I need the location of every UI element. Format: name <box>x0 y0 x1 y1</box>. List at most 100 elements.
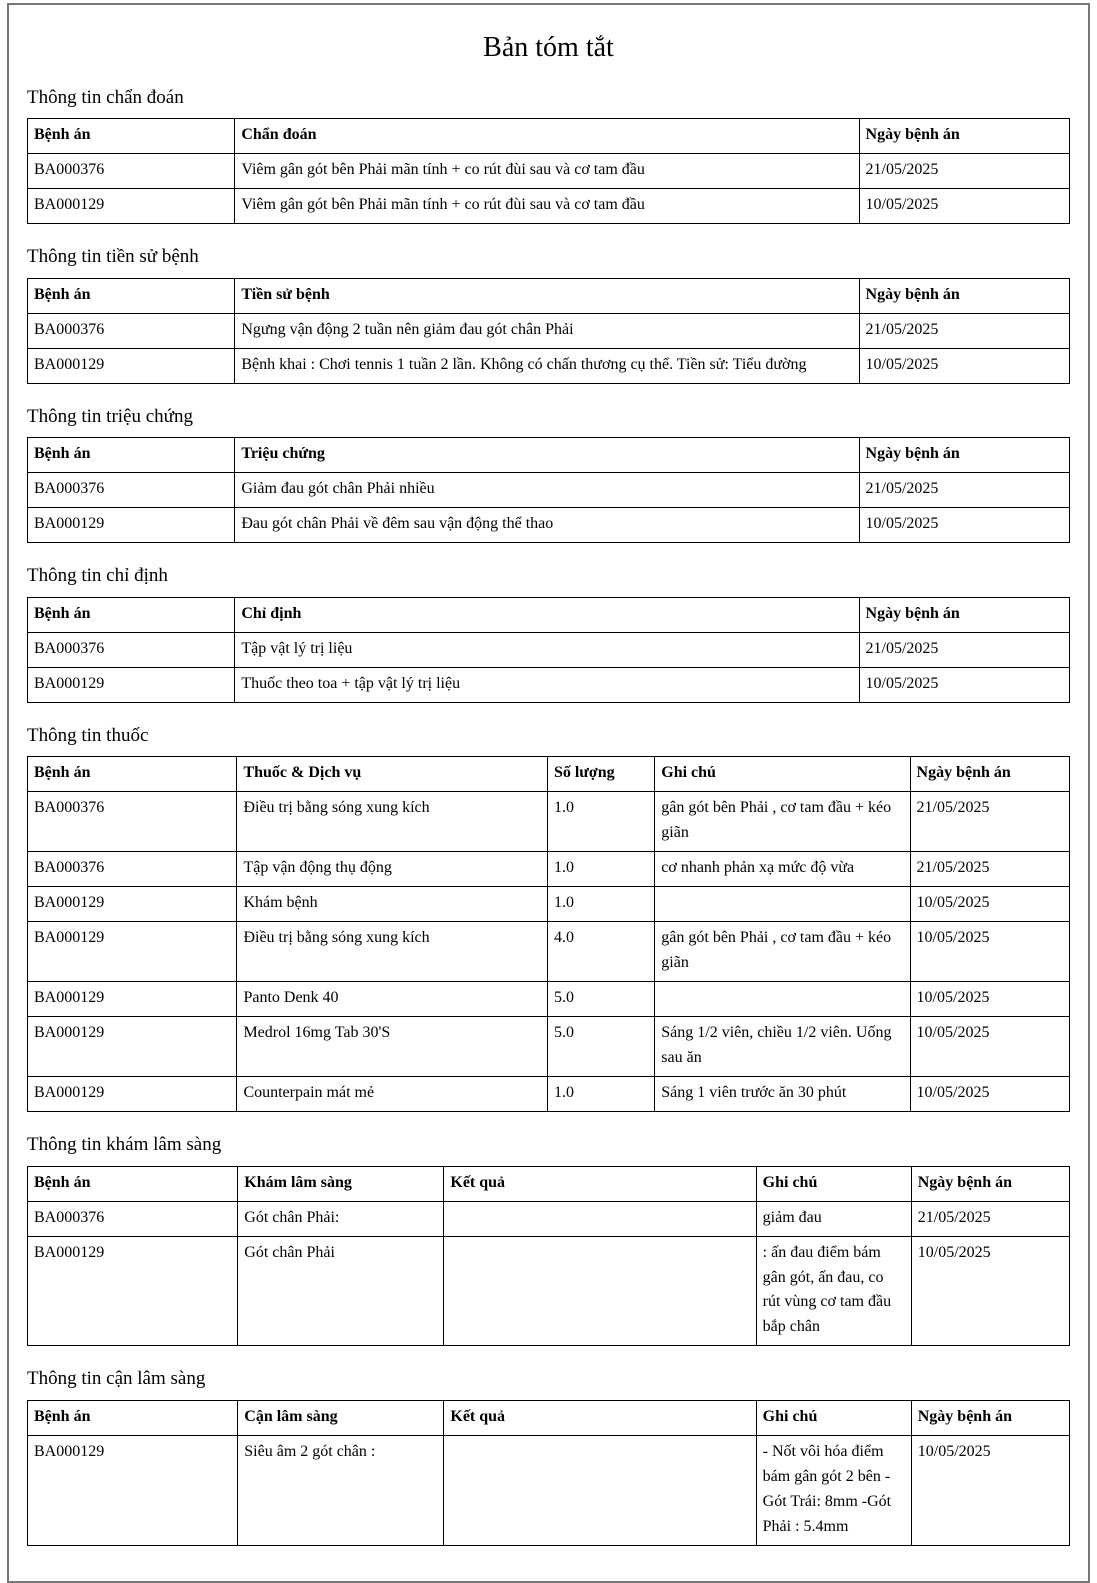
section-heading: Thông tin triệu chứng <box>27 405 193 427</box>
column-header: Chẩn đoán <box>234 118 860 155</box>
table-cell: BA000376 <box>26 851 238 888</box>
section-heading: Thông tin chỉ định <box>27 565 168 587</box>
table-cell: Thuốc theo toa + tập vật lý trị liệu <box>234 666 860 703</box>
table-cell: 10/05/2025 <box>909 886 1071 923</box>
table-cell: BA000129 <box>26 1235 239 1347</box>
column-header: Ghi chú <box>654 756 911 793</box>
table-cell: Khám bệnh <box>236 886 548 923</box>
header-row: Bệnh án Triệu chứng Ngày bệnh án <box>26 437 1071 474</box>
header-row: Bệnh án Khám lâm sàng Kết quả Ghi chú Ngày b… <box>26 1165 1071 1202</box>
table-cell: cơ nhanh phản xạ mức độ vừa <box>654 851 911 888</box>
summary-section: Thông tin triệu chứng Bệnh án Triệu chứng N… <box>26 405 1071 544</box>
table-cell: giảm đau <box>755 1200 912 1237</box>
column-header: Chỉ định <box>234 596 860 633</box>
header-row: Bệnh án Tiền sử bệnh Ngày bệnh án <box>26 277 1071 314</box>
table-cell: 5.0 <box>546 1016 656 1077</box>
table-row: BA000129 Thuốc theo toa + tập vật lý trị … <box>26 666 1071 703</box>
table-cell: Tập vận động thụ động <box>236 851 548 888</box>
table-cell: 1.0 <box>546 1076 656 1112</box>
summary-table: Bệnh án Tiền sử bệnh Ngày bệnh án BA000376 N… <box>26 277 1071 384</box>
table-cell: : ấn đau điểm bám gân gót, ấn đau, co rú… <box>755 1235 912 1347</box>
column-header: Ngày bệnh án <box>858 437 1071 474</box>
table-cell: BA000376 <box>26 153 236 190</box>
table-cell: Sáng 1/2 viên, chiều 1/2 viên. Uống sau … <box>654 1016 911 1077</box>
table-cell: 10/05/2025 <box>909 921 1071 983</box>
table-cell: 10/05/2025 <box>858 347 1071 384</box>
table-cell: gân gót bên Phải , cơ tam đầu + kéo giãn <box>654 921 911 983</box>
table-cell: Đau gót chân Phải về đêm sau vận động th… <box>234 507 860 544</box>
table-row: BA000129 Medrol 16mg Tab 30'S 5.0 Sáng 1/2 … <box>26 1016 1071 1077</box>
column-header: Ngày bệnh án <box>910 1400 1071 1436</box>
table-cell <box>654 886 911 923</box>
table-cell: Giảm đau gót chân Phải nhiều <box>234 472 860 509</box>
table-row: BA000376 Ngưng vận động 2 tuần nên giảm đ… <box>26 312 1071 349</box>
summary-section: Thông tin cận lâm sàng Bệnh án Cận lâm sàn… <box>26 1367 1071 1546</box>
page-title: Bản tóm tắt <box>483 32 614 63</box>
table-cell: 21/05/2025 <box>858 631 1071 668</box>
column-header: Ngày bệnh án <box>909 756 1071 793</box>
table-row: BA000129 Panto Denk 40 5.0 10/05/2025 <box>26 981 1071 1018</box>
table-cell: Sáng 1 viên trước ăn 30 phút <box>654 1076 911 1112</box>
table-row: BA000376 Tập vận động thụ động 1.0 cơ nhanh… <box>26 851 1071 888</box>
table-cell <box>443 1200 757 1237</box>
section-heading: Thông tin cận lâm sàng <box>27 1368 206 1390</box>
table-row: BA000129 Đau gót chân Phải về đêm sau vận… <box>26 507 1071 544</box>
section-heading: Thông tin tiền sử bệnh <box>27 246 199 268</box>
summary-page: Bản tóm tắt Thông tin chẩn đoán Bệnh án Ch… <box>7 3 1090 1583</box>
column-header: Kết quả <box>443 1400 757 1436</box>
table-cell: Ngưng vận động 2 tuần nên giảm đau gót c… <box>234 312 860 349</box>
table-cell: BA000129 <box>26 886 238 923</box>
column-header: Ngày bệnh án <box>858 596 1071 633</box>
column-header: Ngày bệnh án <box>858 277 1071 314</box>
table-cell <box>443 1235 757 1347</box>
table-row: BA000129 Bệnh khai : Chơi tennis 1 tuần 2… <box>26 347 1071 384</box>
table-cell: 10/05/2025 <box>910 1435 1071 1546</box>
table-row: BA000129 Counterpain mát mẻ 1.0 Sáng 1 viên… <box>26 1076 1071 1112</box>
table-cell: 21/05/2025 <box>910 1200 1071 1237</box>
table-cell: BA000376 <box>26 631 236 668</box>
table-cell: Tập vật lý trị liệu <box>234 631 860 668</box>
column-header: Ngày bệnh án <box>858 118 1071 155</box>
table-cell: BA000376 <box>26 791 238 853</box>
table-cell: 21/05/2025 <box>909 851 1071 888</box>
table-cell: BA000129 <box>26 981 238 1018</box>
table-cell: 21/05/2025 <box>858 153 1071 190</box>
column-header: Bệnh án <box>26 118 236 155</box>
table-cell: - Nốt vôi hóa điểm bám gân gót 2 bên - G… <box>755 1435 912 1546</box>
table-cell: 1.0 <box>546 851 656 888</box>
table-cell: Gót chân Phải <box>237 1235 445 1347</box>
summary-table: Bệnh án Triệu chứng Ngày bệnh án BA000376 Gi… <box>26 437 1071 544</box>
summary-table: Bệnh án Cận lâm sàng Kết quả Ghi chú Ngày bệ… <box>26 1400 1071 1546</box>
header-row: Bệnh án Cận lâm sàng Kết quả Ghi chú Ngày bệ… <box>26 1400 1071 1436</box>
table-cell: Bệnh khai : Chơi tennis 1 tuần 2 lần. Kh… <box>234 347 860 384</box>
summary-section: Thông tin chỉ định Bệnh án Chỉ định Ngày bệ… <box>26 564 1071 703</box>
column-header: Thuốc & Dịch vụ <box>236 756 548 793</box>
column-header: Cận lâm sàng <box>237 1400 445 1436</box>
column-header: Ghi chú <box>755 1165 912 1202</box>
table-cell: Gót chân Phải: <box>237 1200 445 1237</box>
table-cell: BA000376 <box>26 312 236 349</box>
table-row: BA000129 Khám bệnh 1.0 10/05/2025 <box>26 886 1071 923</box>
table-cell: 10/05/2025 <box>858 507 1071 544</box>
table-cell: 4.0 <box>546 921 656 983</box>
table-cell: 10/05/2025 <box>909 1016 1071 1077</box>
summary-section: Thông tin khám lâm sàng Bệnh án Khám lâm s… <box>26 1133 1071 1347</box>
header-row: Bệnh án Chẩn đoán Ngày bệnh án <box>26 118 1071 155</box>
column-header: Bệnh án <box>26 1400 239 1436</box>
summary-section: Thông tin thuốc Bệnh án Thuốc & Dịch vụ Số … <box>26 724 1071 1112</box>
column-header: Ngày bệnh án <box>910 1165 1071 1202</box>
column-header: Kết quả <box>443 1165 757 1202</box>
column-header: Bệnh án <box>26 277 236 314</box>
table-cell: BA000129 <box>26 1076 238 1112</box>
table-cell: Viêm gân gót bên Phải mãn tính + co rút … <box>234 153 860 190</box>
table-cell <box>654 981 911 1018</box>
summary-table: Bệnh án Chỉ định Ngày bệnh án BA000376 Tập v… <box>26 596 1071 703</box>
table-cell: BA000129 <box>26 666 236 703</box>
column-header: Triệu chứng <box>234 437 860 474</box>
table-cell: 1.0 <box>546 791 656 853</box>
summary-section: Thông tin chẩn đoán Bệnh án Chẩn đoán Ngày … <box>26 86 1071 225</box>
table-cell: Medrol 16mg Tab 30'S <box>236 1016 548 1077</box>
sections-container: Thông tin chẩn đoán Bệnh án Chẩn đoán Ngày … <box>26 86 1071 1546</box>
table-cell: Panto Denk 40 <box>236 981 548 1018</box>
table-cell: BA000129 <box>26 921 238 983</box>
